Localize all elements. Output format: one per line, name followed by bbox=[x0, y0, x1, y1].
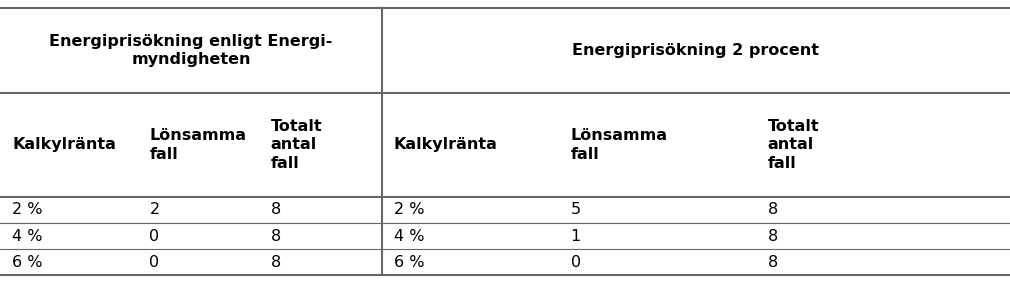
Text: 0: 0 bbox=[571, 255, 581, 270]
Text: Kalkylränta: Kalkylränta bbox=[12, 137, 116, 152]
Text: 8: 8 bbox=[271, 228, 281, 244]
Text: 6 %: 6 % bbox=[12, 255, 42, 270]
Text: 5: 5 bbox=[571, 202, 581, 217]
Text: 8: 8 bbox=[271, 202, 281, 217]
Text: 8: 8 bbox=[768, 255, 778, 270]
Text: Totalt
antal
fall: Totalt antal fall bbox=[768, 119, 819, 171]
Text: 8: 8 bbox=[768, 202, 778, 217]
Text: 2 %: 2 % bbox=[394, 202, 424, 217]
Text: 2: 2 bbox=[149, 202, 160, 217]
Text: 0: 0 bbox=[149, 255, 160, 270]
Text: 4 %: 4 % bbox=[12, 228, 42, 244]
Text: Lönsamma
fall: Lönsamma fall bbox=[571, 128, 668, 162]
Text: Energiprisökning 2 procent: Energiprisökning 2 procent bbox=[573, 43, 819, 58]
Text: Energiprisökning enligt Energi-
myndigheten: Energiprisökning enligt Energi- myndighe… bbox=[49, 34, 332, 67]
Text: Lönsamma
fall: Lönsamma fall bbox=[149, 128, 246, 162]
Text: 8: 8 bbox=[271, 255, 281, 270]
Text: Kalkylränta: Kalkylränta bbox=[394, 137, 498, 152]
Text: 8: 8 bbox=[768, 228, 778, 244]
Text: 0: 0 bbox=[149, 228, 160, 244]
Text: 4 %: 4 % bbox=[394, 228, 424, 244]
Text: 6 %: 6 % bbox=[394, 255, 424, 270]
Text: 2 %: 2 % bbox=[12, 202, 42, 217]
Text: Totalt
antal
fall: Totalt antal fall bbox=[271, 119, 322, 171]
Text: 1: 1 bbox=[571, 228, 581, 244]
